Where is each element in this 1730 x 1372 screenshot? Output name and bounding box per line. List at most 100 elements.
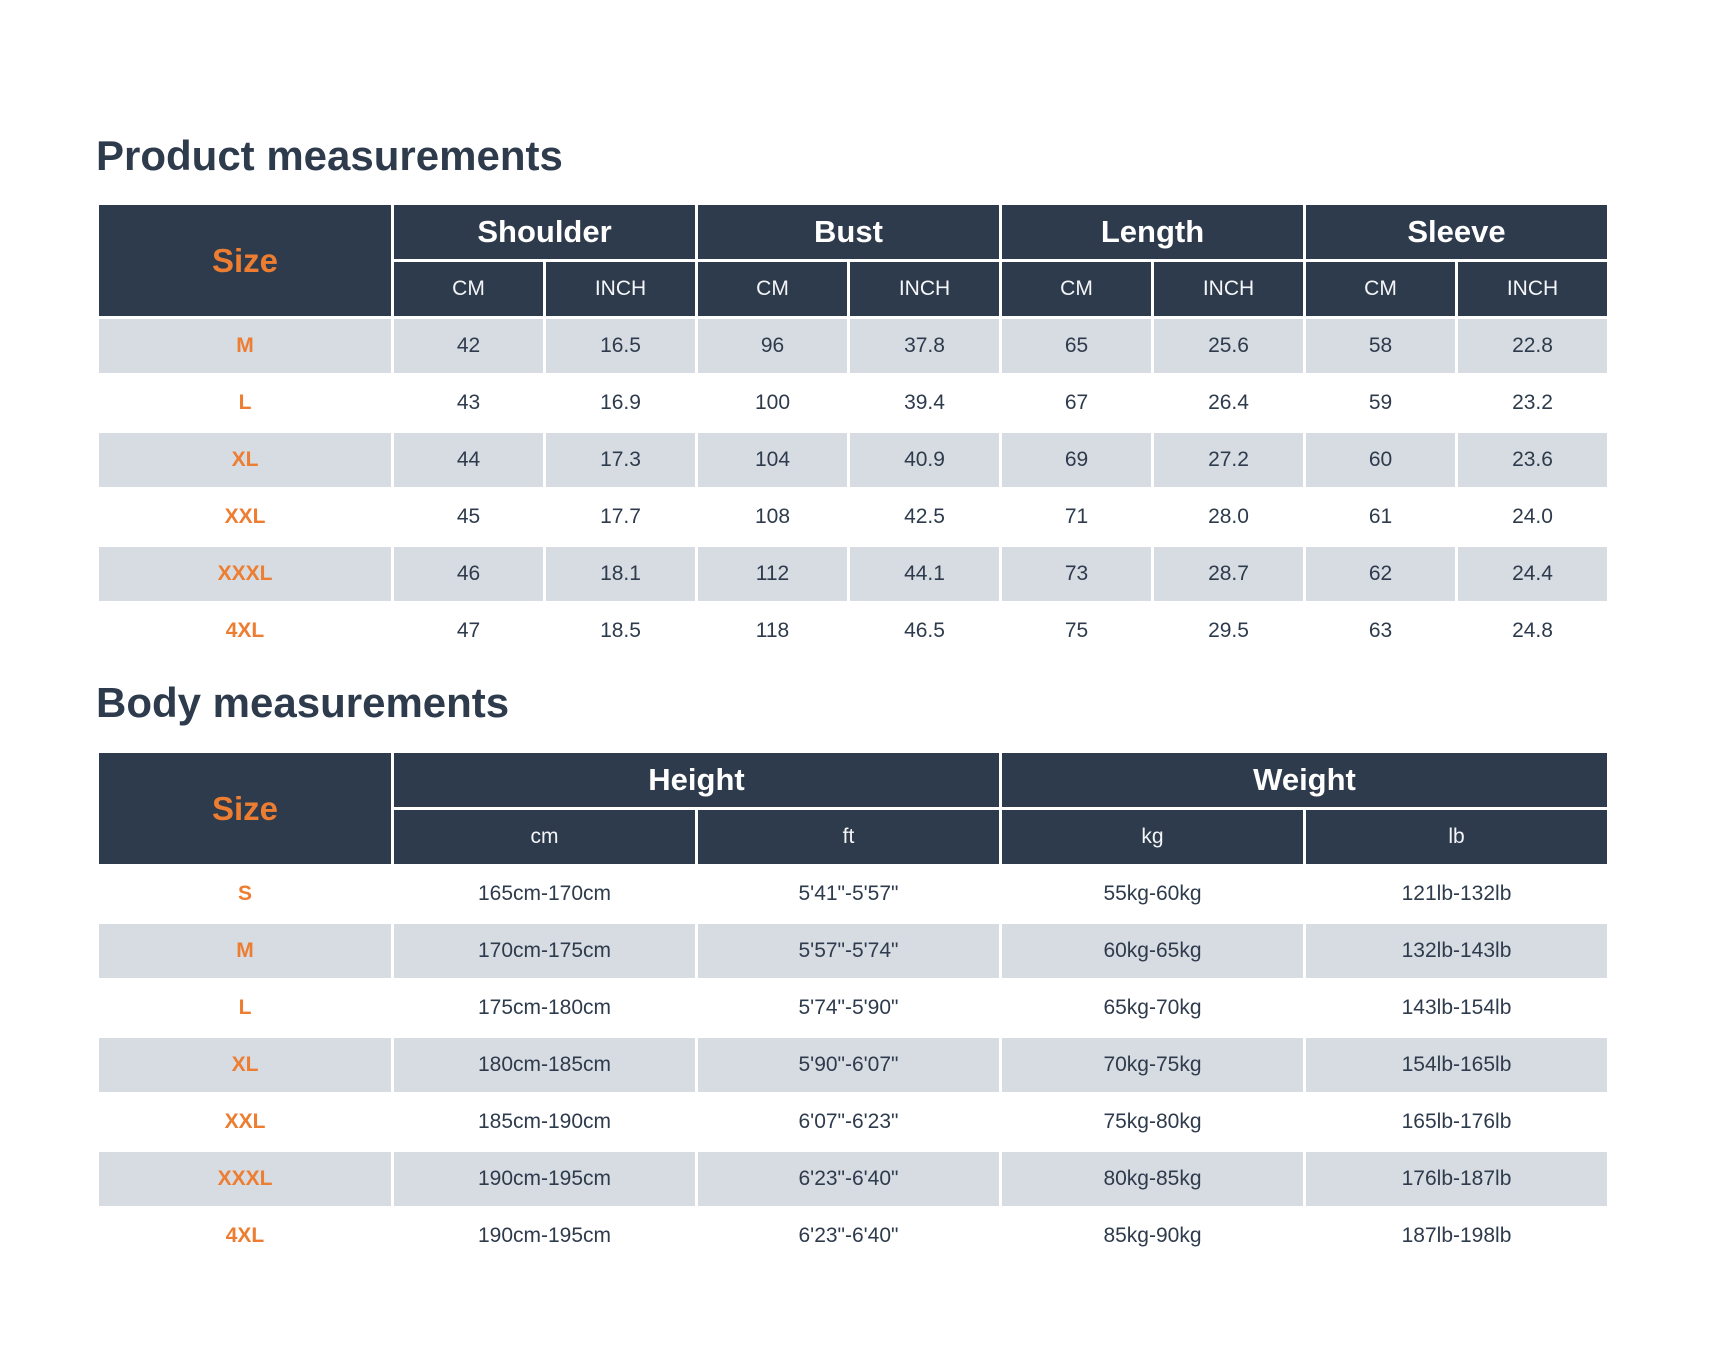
group-header-weight: Weight (1002, 753, 1607, 807)
measurement-cell: 190cm-195cm (394, 1152, 695, 1206)
measurement-cell: 73 (1002, 547, 1151, 601)
measurement-cell: 63 (1306, 604, 1455, 658)
body-measurements-title: Body measurements (96, 679, 510, 726)
measurement-cell: 42.5 (850, 490, 999, 544)
unit-header-inch: INCH (850, 262, 999, 316)
measurement-cell: 6'07"-6'23" (698, 1095, 999, 1149)
size-row-xxl: XXL 45 17.7 108 42.5 71 28.0 61 24.0 (99, 490, 1607, 544)
group-header-row: Size Height Weight (99, 753, 1607, 864)
unit-header-row: cm ft kg lb (99, 810, 1607, 864)
group-header-sleeve: Sleeve (1306, 205, 1607, 259)
measurement-cell: 5'57"-5'74" (698, 924, 999, 978)
measurement-cell: 80kg-85kg (1002, 1152, 1303, 1206)
measurement-cell: 44 (394, 433, 543, 487)
measurement-cell: 17.3 (546, 433, 695, 487)
measurement-cell: 180cm-185cm (394, 1038, 695, 1092)
size-row-xxl: XXL 185cm-190cm 6'07"-6'23" 75kg-80kg 165lb-… (99, 1095, 1607, 1149)
measurement-cell: 61 (1306, 490, 1455, 544)
measurement-cell: 62 (1306, 547, 1455, 601)
measurement-cell: 65 (1002, 319, 1151, 373)
measurement-cell: 46 (394, 547, 543, 601)
measurement-cell: 45 (394, 490, 543, 544)
measurement-cell: 55kg-60kg (1002, 867, 1303, 921)
measurement-cell: 67 (1002, 376, 1151, 430)
measurement-cell: 24.8 (1458, 604, 1607, 658)
unit-header-cm: CM (394, 262, 543, 316)
size-row-xxxl: XXXL 190cm-195cm 6'23"-6'40" 80kg-85kg 176lb… (99, 1152, 1607, 1206)
measurement-cell: 143lb-154lb (1306, 981, 1607, 1035)
product-measurements-table: Size Shoulder Bust Length Sleeve CM INCH CM INCH… (96, 202, 1610, 661)
measurement-cell: 176lb-187lb (1306, 1152, 1607, 1206)
size-row-xxxl: XXXL 46 18.1 112 44.1 73 28.7 62 24.4 (99, 547, 1607, 601)
measurement-cell: 5'74"-5'90" (698, 981, 999, 1035)
unit-header-inch: INCH (546, 262, 695, 316)
size-row-m: M 170cm-175cm 5'57"-5'74" 60kg-65kg 132lb-14… (99, 924, 1607, 978)
unit-header-lb: lb (1306, 810, 1607, 864)
measurement-cell: 16.9 (546, 376, 695, 430)
measurement-cell: 96 (698, 319, 847, 373)
size-label: 4XL (99, 1209, 391, 1263)
measurement-cell: 17.7 (546, 490, 695, 544)
size-row-4xl: 4XL 190cm-195cm 6'23"-6'40" 85kg-90kg 187lb-… (99, 1209, 1607, 1263)
size-row-l: L 175cm-180cm 5'74"-5'90" 65kg-70kg 143lb-15… (99, 981, 1607, 1035)
size-row-l: L 43 16.9 100 39.4 67 26.4 59 23.2 (99, 376, 1607, 430)
measurement-cell: 121lb-132lb (1306, 867, 1607, 921)
measurement-cell: 6'23"-6'40" (698, 1209, 999, 1263)
group-header-row: Size Shoulder Bust Length Sleeve (99, 205, 1607, 316)
measurement-cell: 39.4 (850, 376, 999, 430)
group-header-length: Length (1002, 205, 1303, 259)
measurement-cell: 59 (1306, 376, 1455, 430)
unit-header-cm: cm (394, 810, 695, 864)
size-column-header: Size (99, 753, 391, 864)
measurement-cell: 43 (394, 376, 543, 430)
unit-header-cm: CM (1306, 262, 1455, 316)
measurement-cell: 44.1 (850, 547, 999, 601)
unit-header-kg: kg (1002, 810, 1303, 864)
measurement-cell: 104 (698, 433, 847, 487)
size-row-s: S 165cm-170cm 5'41"-5'57" 55kg-60kg 121lb-13… (99, 867, 1607, 921)
measurement-cell: 16.5 (546, 319, 695, 373)
measurement-cell: 165cm-170cm (394, 867, 695, 921)
size-label: S (99, 867, 391, 921)
measurement-cell: 6'23"-6'40" (698, 1152, 999, 1206)
unit-header-inch: INCH (1154, 262, 1303, 316)
measurement-cell: 65kg-70kg (1002, 981, 1303, 1035)
measurement-cell: 60 (1306, 433, 1455, 487)
measurement-cell: 42 (394, 319, 543, 373)
size-label: XXL (99, 1095, 391, 1149)
measurement-cell: 27.2 (1154, 433, 1303, 487)
measurement-cell: 47 (394, 604, 543, 658)
size-label: M (99, 924, 391, 978)
measurement-cell: 185cm-190cm (394, 1095, 695, 1149)
measurement-cell: 26.4 (1154, 376, 1303, 430)
size-row-xl: XL 180cm-185cm 5'90"-6'07" 70kg-75kg 154lb-1… (99, 1038, 1607, 1092)
measurement-cell: 132lb-143lb (1306, 924, 1607, 978)
measurement-cell: 70kg-75kg (1002, 1038, 1303, 1092)
measurement-cell: 118 (698, 604, 847, 658)
size-label: L (99, 981, 391, 1035)
measurement-cell: 5'90"-6'07" (698, 1038, 999, 1092)
measurement-cell: 58 (1306, 319, 1455, 373)
measurement-cell: 29.5 (1154, 604, 1303, 658)
measurement-cell: 187lb-198lb (1306, 1209, 1607, 1263)
group-header-bust: Bust (698, 205, 999, 259)
measurement-cell: 24.0 (1458, 490, 1607, 544)
measurement-cell: 37.8 (850, 319, 999, 373)
size-label: XXXL (99, 1152, 391, 1206)
unit-header-ft: ft (698, 810, 999, 864)
measurement-cell: 18.1 (546, 547, 695, 601)
size-row-4xl: 4XL 47 18.5 118 46.5 75 29.5 63 24.8 (99, 604, 1607, 658)
measurement-cell: 108 (698, 490, 847, 544)
group-header-shoulder: Shoulder (394, 205, 695, 259)
measurement-cell: 22.8 (1458, 319, 1607, 373)
measurement-cell: 18.5 (546, 604, 695, 658)
measurement-cell: 112 (698, 547, 847, 601)
measurement-cell: 100 (698, 376, 847, 430)
measurement-cell: 46.5 (850, 604, 999, 658)
size-label: XL (99, 1038, 391, 1092)
unit-header-row: CM INCH CM INCH CM INCH CM INCH (99, 262, 1607, 316)
measurement-cell: 24.4 (1458, 547, 1607, 601)
measurement-cell: 75kg-80kg (1002, 1095, 1303, 1149)
size-label: XXL (99, 490, 391, 544)
measurement-cell: 23.6 (1458, 433, 1607, 487)
